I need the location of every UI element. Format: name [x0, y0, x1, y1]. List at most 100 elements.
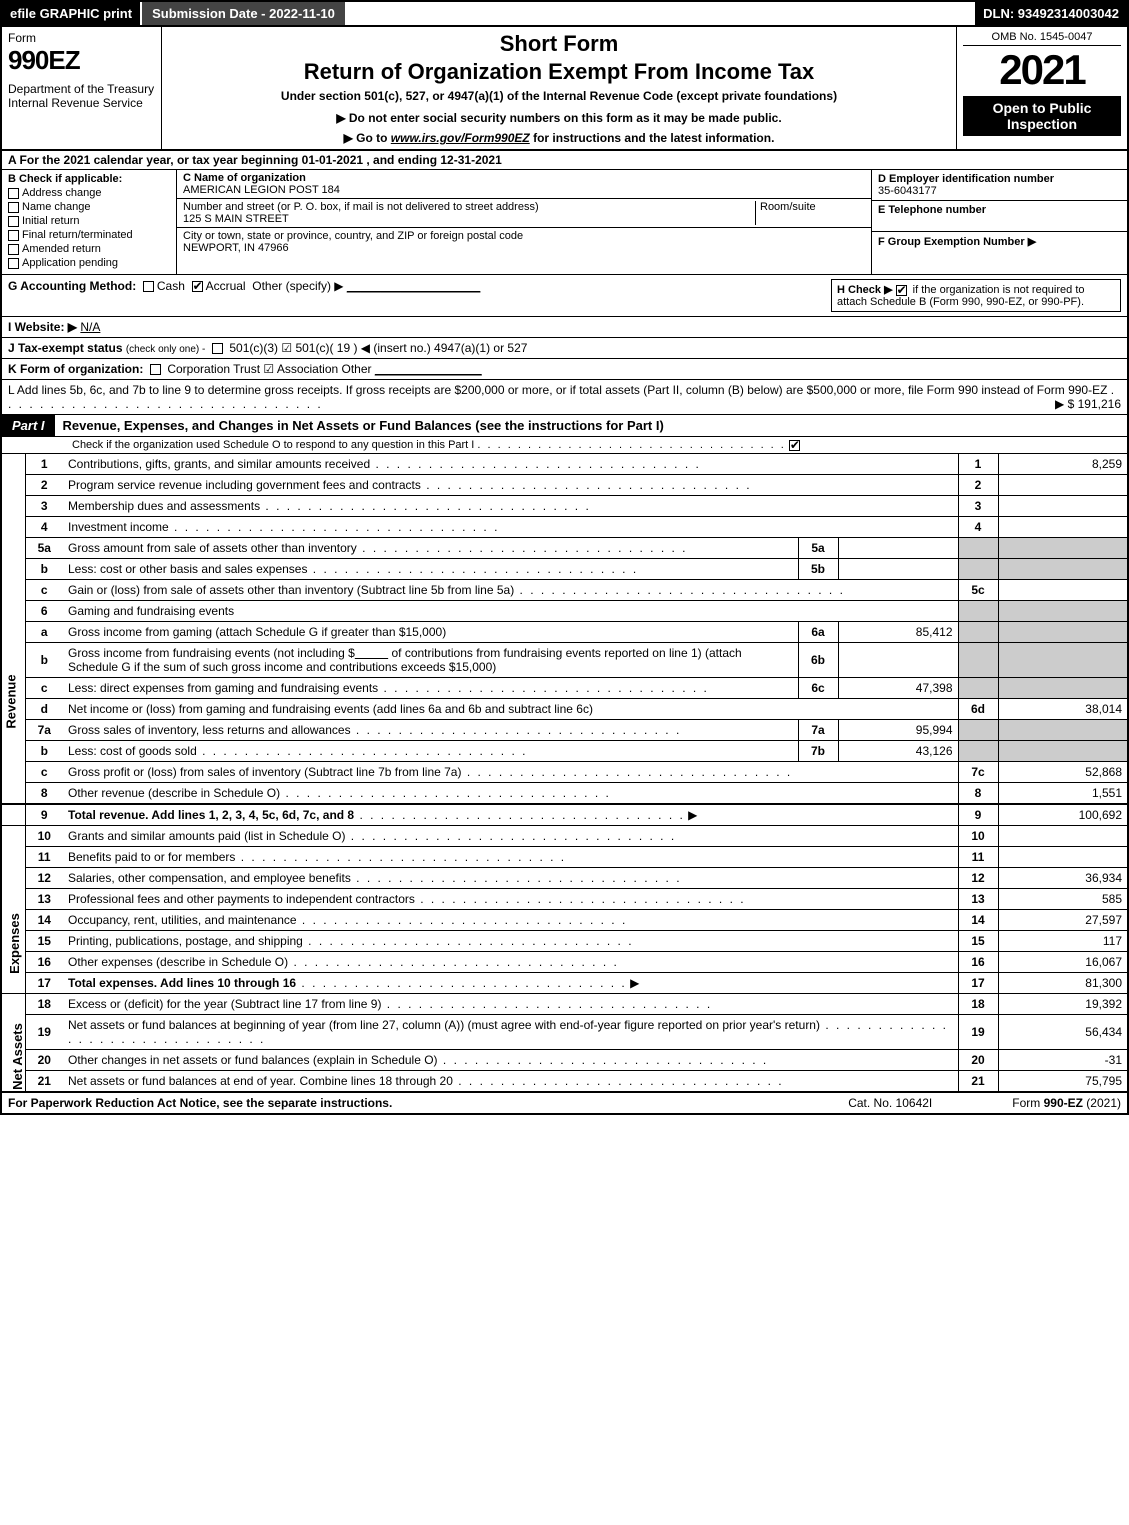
- table-row: b Less: cost or other basis and sales ex…: [1, 559, 1128, 580]
- row-k: K Form of organization: Corporation Trus…: [0, 359, 1129, 380]
- row-i: I Website: ▶ N/A: [0, 317, 1129, 338]
- header-center: Short Form Return of Organization Exempt…: [162, 27, 957, 149]
- table-row: 17 Total expenses. Add lines 10 through …: [1, 973, 1128, 994]
- col-c: C Name of organization AMERICAN LEGION P…: [177, 170, 872, 274]
- k-opts: Corporation Trust ☑ Association Other: [167, 362, 371, 376]
- org-city: NEWPORT, IN 47966: [183, 242, 289, 254]
- subtitle-under: Under section 501(c), 527, or 4947(a)(1)…: [168, 89, 950, 103]
- table-row: 14 Occupancy, rent, utilities, and maint…: [1, 910, 1128, 931]
- table-row: 5a Gross amount from sale of assets othe…: [1, 538, 1128, 559]
- b-title: B Check if applicable:: [8, 173, 170, 185]
- table-row: 20 Other changes in net assets or fund b…: [1, 1050, 1128, 1071]
- h-block: H Check ▶ if the organization is not req…: [831, 279, 1121, 312]
- chk-final-return[interactable]: Final return/terminated: [8, 229, 170, 241]
- title-short: Short Form: [168, 31, 950, 57]
- k-other-blank[interactable]: ________________: [375, 362, 482, 376]
- row-l: L Add lines 5b, 6c, and 7b to line 9 to …: [0, 380, 1129, 415]
- side-revenue: Revenue: [4, 674, 19, 728]
- d-label: D Employer identification number: [878, 173, 1054, 185]
- table-row: 8 Other revenue (describe in Schedule O)…: [1, 783, 1128, 805]
- table-row: c Gain or (loss) from sale of assets oth…: [1, 580, 1128, 601]
- g-block: G Accounting Method: Cash Accrual Other …: [8, 279, 480, 312]
- chk-accrual[interactable]: [192, 281, 203, 292]
- part1-title: Revenue, Expenses, and Changes in Net As…: [55, 418, 664, 433]
- table-row: 4 Investment income 4: [1, 517, 1128, 538]
- table-row: c Gross profit or (loss) from sales of i…: [1, 762, 1128, 783]
- l-amount: ▶ $ 191,216: [1055, 397, 1121, 411]
- title-return: Return of Organization Exempt From Incom…: [168, 59, 950, 85]
- table-row: 19 Net assets or fund balances at beginn…: [1, 1015, 1128, 1050]
- chk-address-change[interactable]: Address change: [8, 187, 170, 199]
- table-row: d Net income or (loss) from gaming and f…: [1, 699, 1128, 720]
- c-city-label: City or town, state or province, country…: [183, 230, 523, 242]
- org-name: AMERICAN LEGION POST 184: [183, 184, 340, 196]
- ssn-note: ▶ Do not enter social security numbers o…: [168, 111, 950, 125]
- tax-year: 2021: [963, 46, 1121, 94]
- table-row: 2 Program service revenue including gove…: [1, 475, 1128, 496]
- part1-subnote: Check if the organization used Schedule …: [0, 437, 1129, 454]
- chk-corp[interactable]: [150, 364, 161, 375]
- form-ref: Form 990-EZ (2021): [1012, 1096, 1121, 1110]
- chk-amended-return[interactable]: Amended return: [8, 243, 170, 255]
- top-bar: efile GRAPHIC print Submission Date - 20…: [0, 0, 1129, 27]
- table-row: 16 Other expenses (describe in Schedule …: [1, 952, 1128, 973]
- table-row: b Less: cost of goods sold 7b 43,126: [1, 741, 1128, 762]
- chk-initial-return[interactable]: Initial return: [8, 215, 170, 227]
- chk-501c3[interactable]: [212, 343, 223, 354]
- irs-link[interactable]: www.irs.gov/Form990EZ: [391, 131, 530, 145]
- form-header: Form 990EZ Department of the Treasury In…: [0, 27, 1129, 151]
- table-row: Revenue 1 Contributions, gifts, grants, …: [1, 454, 1128, 475]
- col-def: D Employer identification number 35-6043…: [872, 170, 1127, 274]
- header-right: OMB No. 1545-0047 2021 Open to Public In…: [957, 27, 1127, 149]
- f-label: F Group Exemption Number ▶: [878, 236, 1036, 248]
- table-row: 7a Gross sales of inventory, less return…: [1, 720, 1128, 741]
- header-left: Form 990EZ Department of the Treasury In…: [2, 27, 162, 149]
- side-expenses: Expenses: [7, 913, 22, 974]
- cat-no: Cat. No. 10642I: [848, 1096, 932, 1110]
- e-label: E Telephone number: [878, 204, 986, 216]
- row-j: J Tax-exempt status (check only one) - 5…: [0, 338, 1129, 359]
- g-other-blank[interactable]: ____________________: [347, 279, 480, 293]
- org-street: 125 S MAIN STREET: [183, 213, 289, 225]
- j-sub: (check only one) -: [126, 344, 205, 355]
- table-row: 9 Total revenue. Add lines 1, 2, 3, 4, 5…: [1, 804, 1128, 826]
- k-label: K Form of organization:: [8, 362, 143, 376]
- chk-application-pending[interactable]: Application pending: [8, 257, 170, 269]
- table-row: Net Assets 18 Excess or (deficit) for th…: [1, 994, 1128, 1015]
- part1-table: Revenue 1 Contributions, gifts, grants, …: [0, 454, 1129, 1092]
- chk-name-change[interactable]: Name change: [8, 201, 170, 213]
- link-pre: ▶ Go to: [344, 131, 391, 145]
- table-row: 12 Salaries, other compensation, and emp…: [1, 868, 1128, 889]
- form-word: Form: [8, 31, 155, 45]
- omb-number: OMB No. 1545-0047: [963, 31, 1121, 46]
- chk-sched-o[interactable]: [789, 440, 800, 451]
- form-number: 990EZ: [8, 45, 155, 76]
- chk-cash[interactable]: [143, 281, 154, 292]
- side-netassets: Net Assets: [10, 1023, 25, 1090]
- table-row: b Gross income from fundraising events (…: [1, 643, 1128, 678]
- pra-notice: For Paperwork Reduction Act Notice, see …: [8, 1096, 392, 1110]
- table-row: Expenses 10 Grants and similar amounts p…: [1, 826, 1128, 847]
- part1-header: Part I Revenue, Expenses, and Changes in…: [0, 415, 1129, 437]
- table-row: c Less: direct expenses from gaming and …: [1, 678, 1128, 699]
- i-label: I Website: ▶: [8, 320, 77, 334]
- efile-print-label[interactable]: efile GRAPHIC print: [2, 2, 140, 25]
- table-row: 11 Benefits paid to or for members 11: [1, 847, 1128, 868]
- c-name-label: C Name of organization: [183, 172, 306, 184]
- h-label: H Check ▶: [837, 284, 893, 296]
- link-post: for instructions and the latest informat…: [530, 131, 775, 145]
- goto-link-line: ▶ Go to www.irs.gov/Form990EZ for instru…: [168, 131, 950, 145]
- col-b: B Check if applicable: Address change Na…: [2, 170, 177, 274]
- dept-label: Department of the Treasury Internal Reve…: [8, 82, 155, 110]
- block-bcdef: B Check if applicable: Address change Na…: [0, 170, 1129, 275]
- table-row: a Gross income from gaming (attach Sched…: [1, 622, 1128, 643]
- part1-tab: Part I: [2, 415, 55, 436]
- chk-h[interactable]: [896, 285, 907, 296]
- dln-label: DLN: 93492314003042: [975, 2, 1127, 25]
- ein-value: 35-6043177: [878, 185, 937, 197]
- page-footer: For Paperwork Reduction Act Notice, see …: [0, 1092, 1129, 1115]
- l-text: L Add lines 5b, 6c, and 7b to line 9 to …: [8, 383, 1107, 397]
- table-row: 15 Printing, publications, postage, and …: [1, 931, 1128, 952]
- line-a: A For the 2021 calendar year, or tax yea…: [0, 151, 1129, 170]
- c-room-label: Room/suite: [760, 201, 816, 213]
